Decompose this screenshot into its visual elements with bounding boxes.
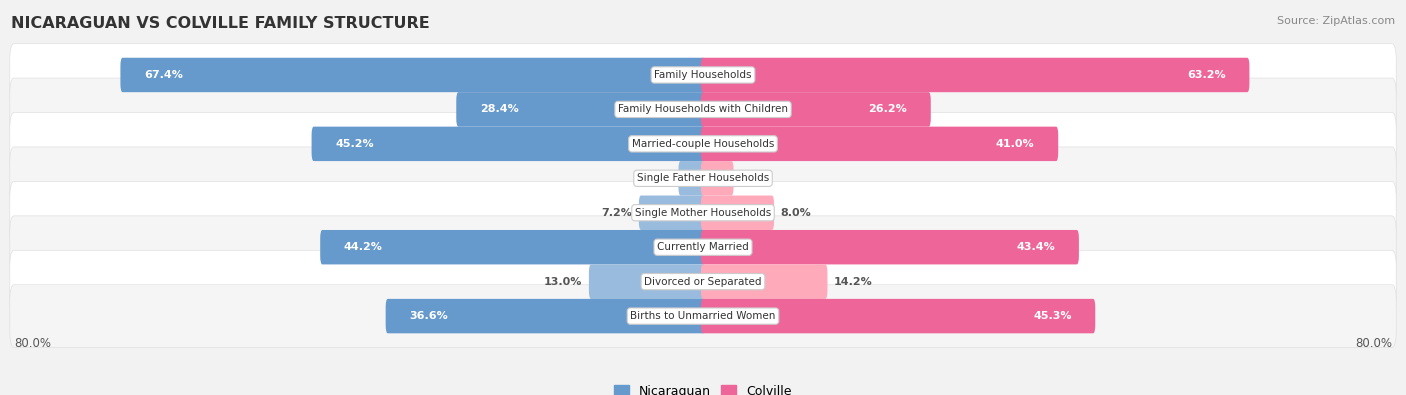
Text: 44.2%: 44.2% [344,242,382,252]
FancyBboxPatch shape [700,58,1250,92]
FancyBboxPatch shape [700,161,734,196]
FancyBboxPatch shape [10,78,1396,141]
Text: 63.2%: 63.2% [1187,70,1226,80]
Text: 26.2%: 26.2% [869,104,907,115]
Legend: Nicaraguan, Colville: Nicaraguan, Colville [609,380,797,395]
FancyBboxPatch shape [10,285,1396,348]
Text: 36.6%: 36.6% [409,311,449,321]
Text: 28.4%: 28.4% [479,104,519,115]
Text: 80.0%: 80.0% [1355,337,1392,350]
FancyBboxPatch shape [589,264,706,299]
FancyBboxPatch shape [121,58,706,92]
FancyBboxPatch shape [385,299,706,333]
Text: Currently Married: Currently Married [657,242,749,252]
Text: Source: ZipAtlas.com: Source: ZipAtlas.com [1277,16,1395,26]
FancyBboxPatch shape [10,216,1396,278]
Text: 13.0%: 13.0% [544,276,582,287]
Text: NICARAGUAN VS COLVILLE FAMILY STRUCTURE: NICARAGUAN VS COLVILLE FAMILY STRUCTURE [11,16,430,31]
FancyBboxPatch shape [321,230,706,264]
FancyBboxPatch shape [10,147,1396,210]
FancyBboxPatch shape [10,181,1396,244]
Text: 45.3%: 45.3% [1033,311,1071,321]
Text: 7.2%: 7.2% [602,208,633,218]
FancyBboxPatch shape [457,92,706,127]
Text: 43.4%: 43.4% [1017,242,1056,252]
Text: Divorced or Separated: Divorced or Separated [644,276,762,287]
Text: 8.0%: 8.0% [780,208,811,218]
Text: Married-couple Households: Married-couple Households [631,139,775,149]
FancyBboxPatch shape [700,127,1059,161]
FancyBboxPatch shape [700,92,931,127]
Text: 67.4%: 67.4% [143,70,183,80]
FancyBboxPatch shape [679,161,706,196]
Text: Single Father Households: Single Father Households [637,173,769,183]
Text: Births to Unmarried Women: Births to Unmarried Women [630,311,776,321]
Text: 3.3%: 3.3% [740,173,770,183]
FancyBboxPatch shape [10,43,1396,106]
Text: 41.0%: 41.0% [995,139,1035,149]
FancyBboxPatch shape [700,299,1095,333]
Text: 80.0%: 80.0% [14,337,51,350]
Text: Family Households with Children: Family Households with Children [619,104,787,115]
FancyBboxPatch shape [10,250,1396,313]
Text: Single Mother Households: Single Mother Households [636,208,770,218]
FancyBboxPatch shape [312,127,706,161]
Text: 2.6%: 2.6% [641,173,672,183]
FancyBboxPatch shape [700,230,1078,264]
Text: 14.2%: 14.2% [834,276,873,287]
Text: Family Households: Family Households [654,70,752,80]
Text: 45.2%: 45.2% [335,139,374,149]
FancyBboxPatch shape [700,196,775,230]
FancyBboxPatch shape [10,113,1396,175]
FancyBboxPatch shape [700,264,828,299]
FancyBboxPatch shape [638,196,706,230]
